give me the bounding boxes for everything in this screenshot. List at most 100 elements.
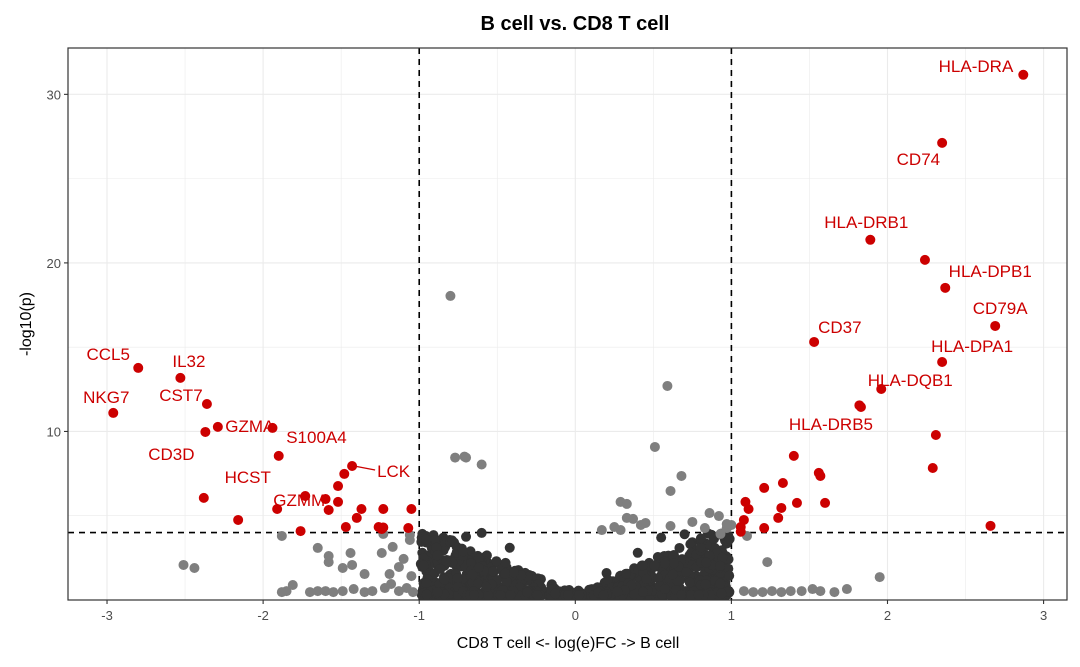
fc-only-point xyxy=(404,534,415,545)
fc-only-point xyxy=(398,553,409,564)
ns-point xyxy=(638,586,649,597)
fc-only-point xyxy=(337,586,348,597)
y-axis: 10 20 30 xyxy=(47,87,68,439)
significant-point xyxy=(865,234,876,245)
ns-point xyxy=(505,589,516,600)
ns-point xyxy=(431,542,442,553)
fc-only-point xyxy=(189,562,200,573)
panel-border xyxy=(67,47,1068,601)
ns-point xyxy=(612,586,623,597)
fc-only-point xyxy=(323,557,334,568)
fc-only-point xyxy=(359,587,370,598)
ns-point xyxy=(472,578,483,589)
fc-only-point xyxy=(841,584,852,595)
ns-point xyxy=(641,574,652,585)
fc-only-point xyxy=(348,584,359,595)
x-tick-label: 1 xyxy=(728,608,735,623)
ns-point xyxy=(667,569,678,580)
gene-label: HLA-DRB5 xyxy=(789,415,873,434)
x-tick-label: 2 xyxy=(884,608,891,623)
x-tick-label: 0 xyxy=(572,608,579,623)
ns-point xyxy=(439,574,450,585)
significant-point xyxy=(985,520,996,531)
significant-point xyxy=(940,282,951,293)
fc-only-point xyxy=(178,559,189,570)
significant-point xyxy=(323,504,334,515)
gridlines xyxy=(68,48,1067,600)
x-axis-title: CD8 T cell <- log(e)FC -> B cell xyxy=(457,635,680,652)
significant-point xyxy=(347,461,358,472)
fc-only-point xyxy=(738,586,749,597)
ns-point xyxy=(679,529,690,540)
significant-point xyxy=(927,463,938,474)
significant-point xyxy=(333,481,344,492)
significant-point xyxy=(403,523,414,534)
ns-point xyxy=(469,589,480,600)
ns-point xyxy=(461,531,472,542)
gene-label: GZMM xyxy=(273,491,325,510)
ns-point xyxy=(693,589,704,600)
ns-point xyxy=(432,550,443,561)
fc-only-point xyxy=(721,518,732,529)
gene-label: LCK xyxy=(377,462,411,481)
fc-only-point xyxy=(785,586,796,597)
significant-point xyxy=(267,422,278,433)
ns-point xyxy=(637,560,648,571)
fc-only-point xyxy=(704,508,715,519)
fc-only-point xyxy=(376,547,387,558)
ns-point xyxy=(522,587,533,598)
gene-label: HCST xyxy=(225,468,271,487)
ns-point xyxy=(674,542,685,553)
x-tick-label: -2 xyxy=(257,608,269,623)
gene-label: HLA-DPB1 xyxy=(949,262,1032,281)
significant-point xyxy=(378,522,389,533)
fc-only-point xyxy=(748,587,759,598)
significant-point xyxy=(791,497,802,508)
significant-point xyxy=(378,503,389,514)
fc-only-point xyxy=(359,569,370,580)
non-significant-points xyxy=(415,527,735,600)
x-tick-label: 3 xyxy=(1040,608,1047,623)
ns-point xyxy=(532,589,543,600)
fc-only-point xyxy=(312,586,323,597)
fc-only-point xyxy=(621,498,632,509)
gene-label: CD74 xyxy=(897,150,940,169)
ns-point xyxy=(487,566,498,577)
significant-point xyxy=(273,450,284,461)
significant-point xyxy=(743,503,754,514)
fc-only-point xyxy=(715,528,726,539)
fc-only-point xyxy=(445,290,456,301)
ns-point xyxy=(421,589,432,600)
fc-only-point xyxy=(406,571,417,582)
ns-point xyxy=(501,576,512,587)
ns-point xyxy=(684,577,695,588)
gene-label: CD3D xyxy=(148,445,194,464)
significant-point xyxy=(930,429,941,440)
ns-point xyxy=(695,542,706,553)
ns-point xyxy=(491,556,502,567)
fc-only-point xyxy=(874,572,885,583)
ns-point xyxy=(457,546,468,557)
significant-point xyxy=(233,514,244,525)
gene-label: HLA-DRB1 xyxy=(824,213,908,232)
ns-point xyxy=(481,581,492,592)
ns-point xyxy=(509,567,520,578)
threshold-lines xyxy=(68,48,1067,600)
ns-point xyxy=(686,589,697,600)
fc-only-point xyxy=(276,587,287,598)
significant-point xyxy=(333,496,344,507)
ns-point xyxy=(619,585,630,596)
fc-only-point xyxy=(337,562,348,573)
fc-only-point xyxy=(699,523,710,534)
x-axis: -3 -2 -1 0 1 2 3 xyxy=(101,600,1047,623)
ns-point xyxy=(550,588,561,599)
ns-point xyxy=(504,542,515,553)
gene-label: S100A4 xyxy=(286,428,347,447)
fc-only-point xyxy=(367,586,378,597)
x-tick-label: -1 xyxy=(413,608,425,623)
significant-point xyxy=(759,523,770,534)
significant-point xyxy=(295,526,306,537)
x-tick-label: -3 xyxy=(101,608,113,623)
significant-point xyxy=(937,137,948,148)
